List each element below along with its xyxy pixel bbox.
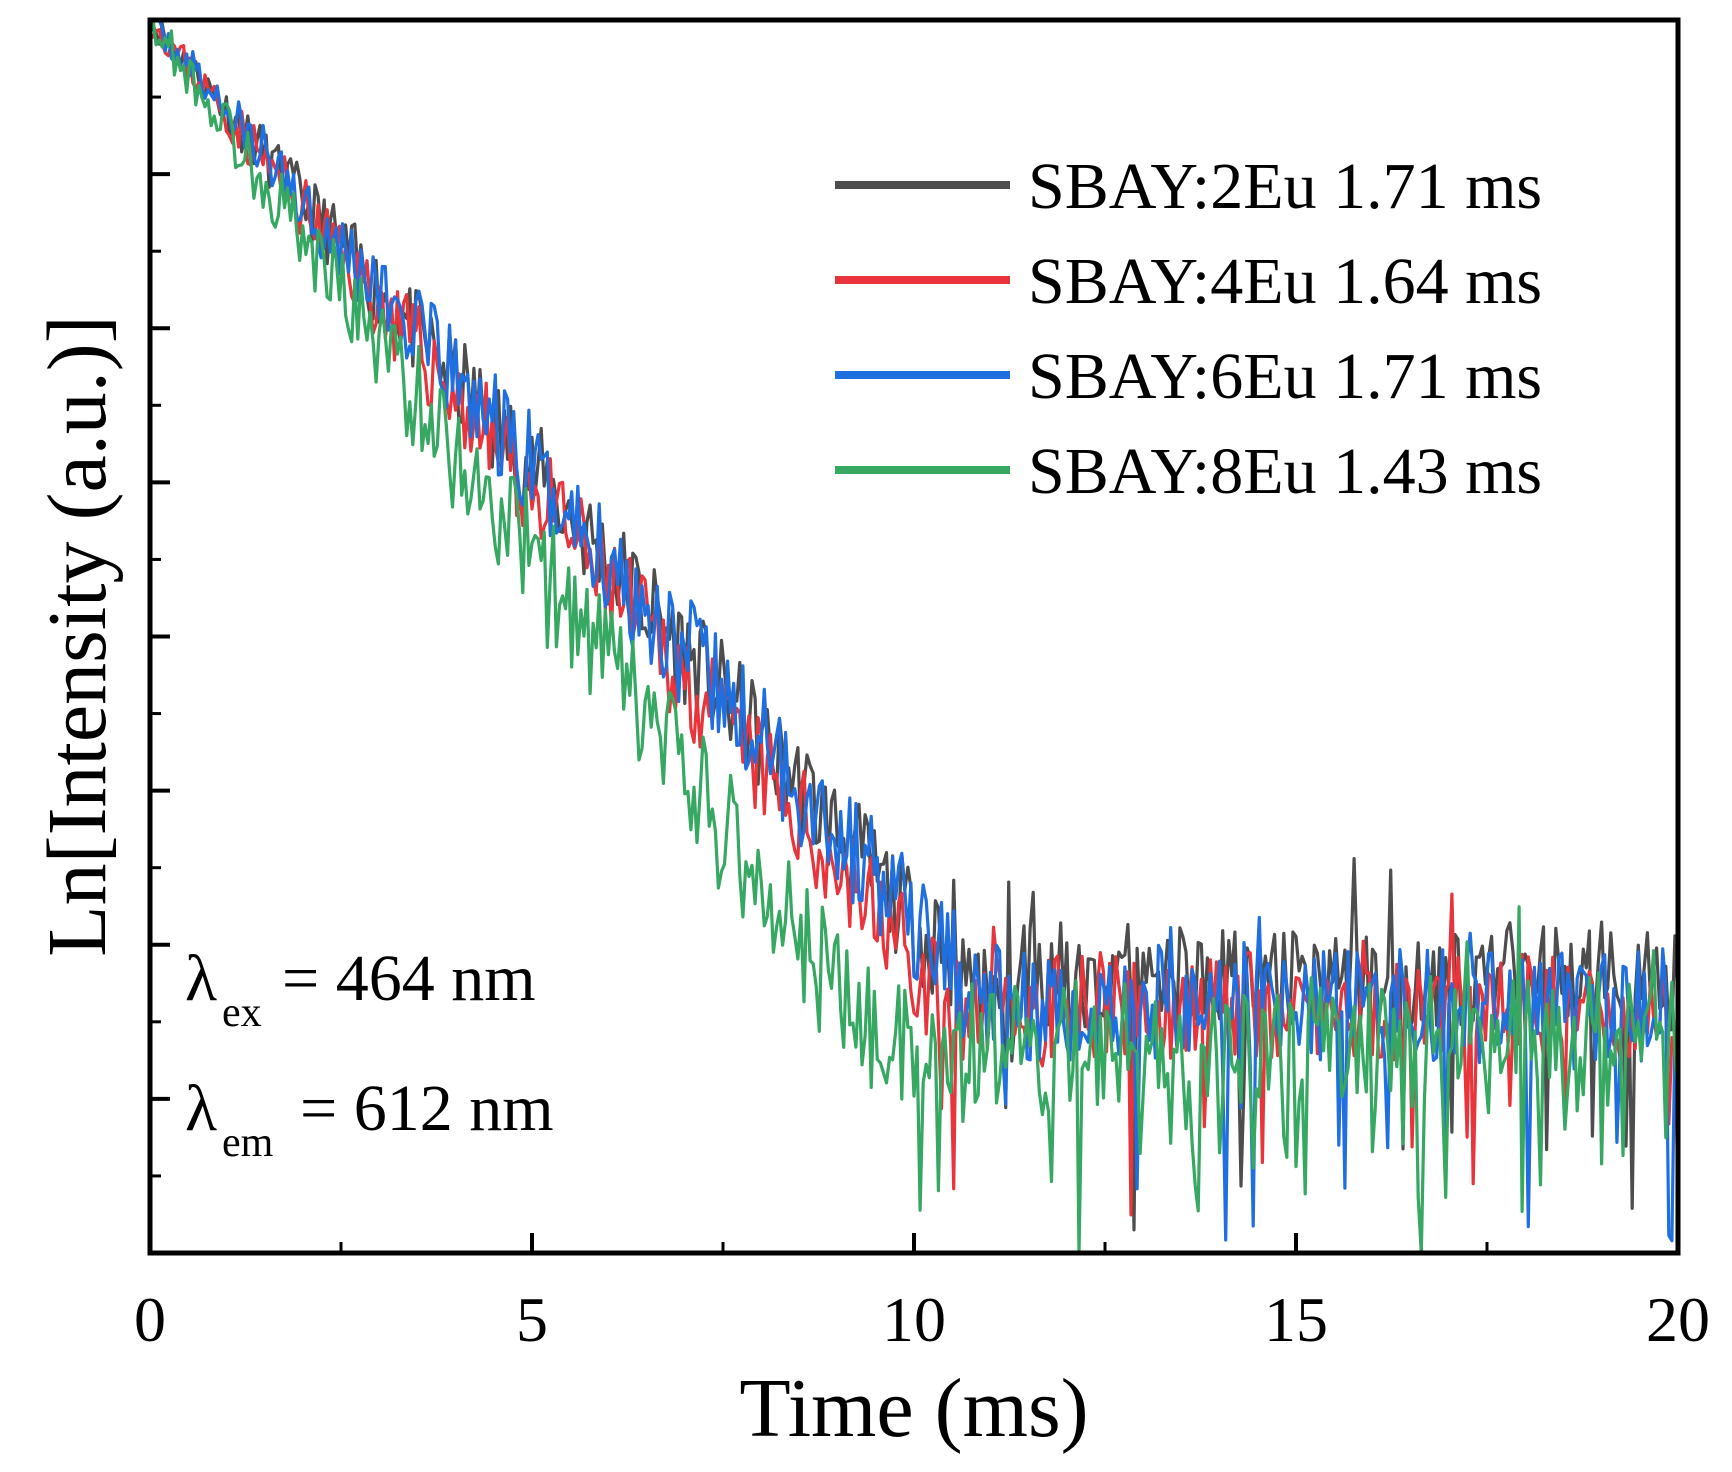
series-layer xyxy=(148,18,1680,1255)
x-tick-labels: 0 5 10 15 20 xyxy=(134,1284,1710,1355)
x-tick-label: 5 xyxy=(516,1284,548,1355)
ex-subscript: ex xyxy=(222,990,262,1036)
excitation-annotation: λ ex = 464 nm xyxy=(185,942,536,1036)
tick-layer xyxy=(148,18,1680,1255)
em-subscript: em xyxy=(222,1120,274,1166)
legend-label-3: SBAY:6Eu 1.71 ms xyxy=(1028,340,1542,413)
em-lambda: λ xyxy=(185,1072,217,1145)
legend-label-2: SBAY:4Eu 1.64 ms xyxy=(1028,245,1542,318)
ex-lambda: λ xyxy=(185,942,217,1015)
legend: SBAY:2Eu 1.71 ms SBAY:4Eu 1.64 ms SBAY:6Eu… xyxy=(835,150,1542,508)
x-axis-title: Time (ms) xyxy=(739,1362,1088,1455)
emission-annotation: λ em = 612 nm xyxy=(185,1072,554,1166)
y-axis-title: Ln[Intensity (a.u.)] xyxy=(31,315,124,956)
legend-label-4: SBAY:8Eu 1.43 ms xyxy=(1028,435,1542,508)
em-wavelength: = 612 nm xyxy=(300,1072,554,1145)
series-line-3 xyxy=(148,18,1680,1243)
series-line-4 xyxy=(148,18,1680,1255)
ex-wavelength: = 464 nm xyxy=(282,942,536,1015)
x-tick-label: 10 xyxy=(882,1284,946,1355)
x-tick-label: 15 xyxy=(1264,1284,1328,1355)
x-tick-label: 0 xyxy=(134,1284,166,1355)
legend-label-1: SBAY:2Eu 1.71 ms xyxy=(1028,150,1542,223)
x-tick-label: 20 xyxy=(1646,1284,1710,1355)
